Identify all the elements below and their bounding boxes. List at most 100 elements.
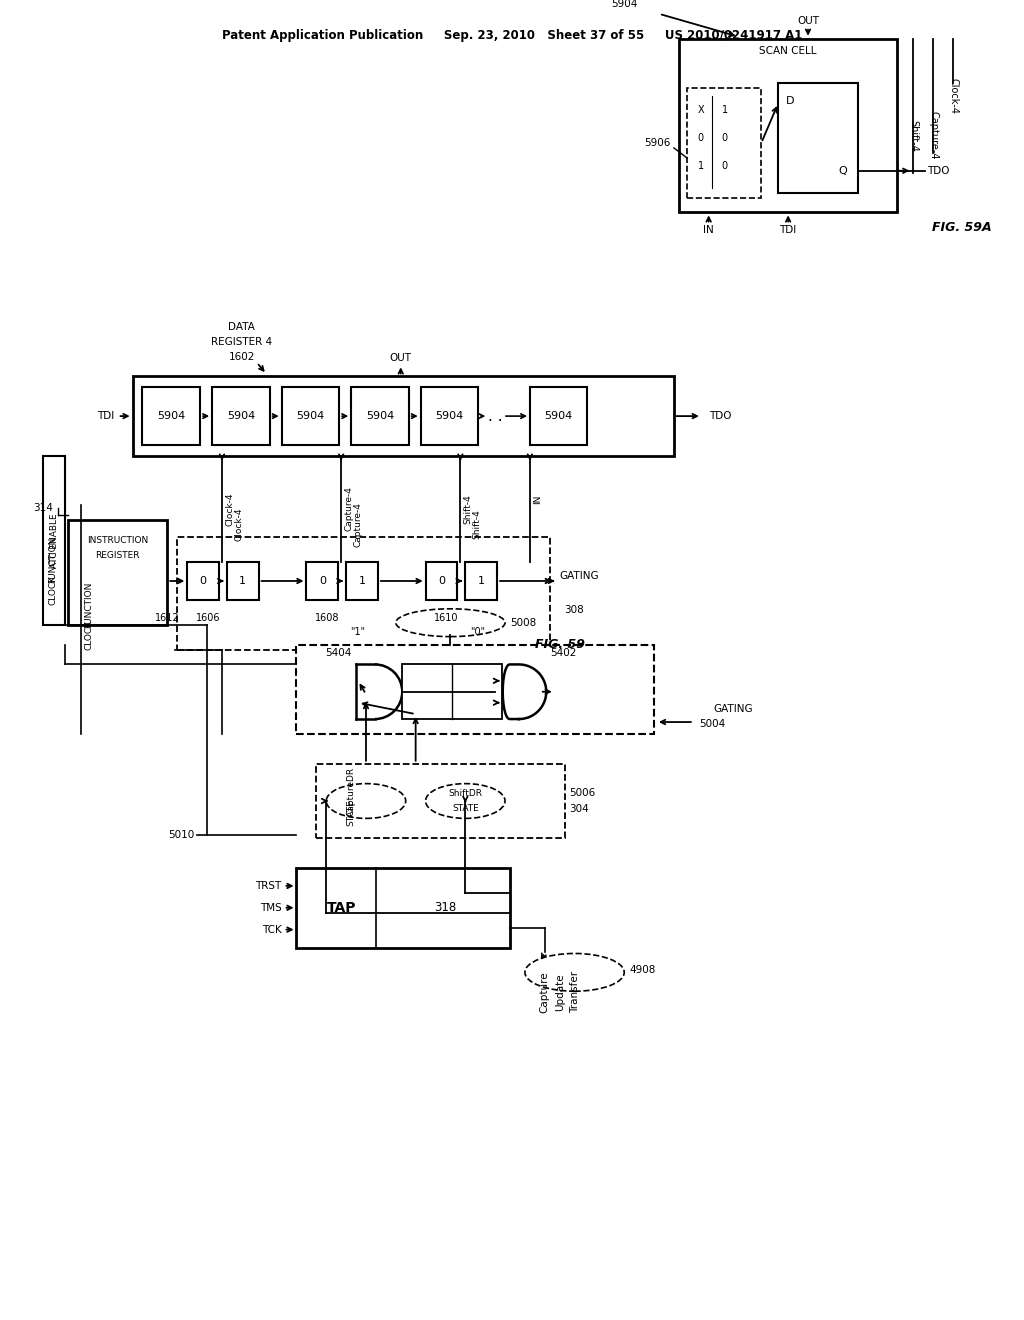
Text: STATE: STATE: [346, 800, 355, 826]
Ellipse shape: [426, 784, 505, 818]
Text: FIG. 59A: FIG. 59A: [932, 220, 992, 234]
Text: 5904: 5904: [226, 411, 255, 421]
Text: TDI: TDI: [779, 226, 797, 235]
Text: "0": "0": [470, 627, 484, 636]
Text: 5904: 5904: [366, 411, 394, 421]
Bar: [227, 562, 259, 599]
Text: Capture-4: Capture-4: [928, 111, 938, 160]
Bar: [421, 387, 478, 445]
Text: IN: IN: [703, 226, 714, 235]
Text: STATE: STATE: [452, 804, 478, 813]
Ellipse shape: [327, 784, 406, 818]
Ellipse shape: [525, 953, 625, 991]
Text: OUT: OUT: [390, 354, 412, 363]
Bar: [465, 562, 497, 599]
Text: CaptureDR: CaptureDR: [346, 767, 355, 816]
Text: GATING: GATING: [714, 704, 754, 714]
Text: 1606: 1606: [196, 612, 220, 623]
Bar: [402, 664, 502, 719]
Text: 314: 314: [33, 503, 53, 513]
Text: 1602: 1602: [228, 351, 255, 362]
Ellipse shape: [396, 609, 505, 636]
Text: 1: 1: [358, 576, 366, 586]
Text: 1: 1: [722, 106, 728, 115]
Text: 0: 0: [722, 161, 728, 170]
Text: 5404: 5404: [325, 648, 351, 657]
Bar: [212, 387, 269, 445]
Text: ShiftDR: ShiftDR: [449, 788, 482, 797]
Text: 0: 0: [318, 576, 326, 586]
Text: 5904: 5904: [435, 411, 464, 421]
Text: 5004: 5004: [698, 719, 725, 729]
Text: 1: 1: [697, 161, 703, 170]
Text: Patent Application Publication     Sep. 23, 2010   Sheet 37 of 55     US 2010/02: Patent Application Publication Sep. 23, …: [222, 29, 802, 42]
Text: 0: 0: [697, 133, 703, 143]
Text: Capture-4: Capture-4: [345, 487, 353, 532]
Text: DATA: DATA: [228, 322, 255, 331]
Text: FIG. 59: FIG. 59: [535, 638, 585, 651]
Text: 5008: 5008: [510, 618, 537, 628]
Bar: [426, 562, 458, 599]
Text: 0: 0: [438, 576, 445, 586]
Text: X: X: [697, 106, 705, 115]
Bar: [43, 455, 65, 624]
Text: 318: 318: [434, 902, 457, 915]
Bar: [306, 562, 338, 599]
Text: Shift-4: Shift-4: [908, 120, 919, 152]
Text: CLOCK: CLOCK: [48, 576, 57, 605]
Bar: [132, 376, 674, 455]
Text: REGISTER 4: REGISTER 4: [211, 337, 272, 347]
Text: 1612: 1612: [155, 612, 179, 623]
Bar: [529, 387, 588, 445]
Text: 304: 304: [569, 804, 590, 814]
Text: 5904: 5904: [545, 411, 572, 421]
Text: FUNCTION: FUNCTION: [48, 537, 57, 583]
Text: TDI: TDI: [97, 411, 115, 421]
Text: 308: 308: [564, 605, 585, 615]
Text: SCAN CELL: SCAN CELL: [760, 46, 817, 55]
Bar: [297, 869, 510, 948]
Text: Clock-4: Clock-4: [234, 508, 244, 541]
Bar: [316, 764, 564, 838]
Text: "1": "1": [350, 627, 366, 636]
Bar: [351, 387, 409, 445]
Text: TDO: TDO: [927, 166, 949, 176]
Text: 1610: 1610: [434, 612, 459, 623]
Bar: [679, 38, 897, 213]
Text: TMS: TMS: [260, 903, 282, 913]
Bar: [778, 83, 858, 193]
Bar: [68, 520, 167, 624]
Text: 5904: 5904: [157, 411, 185, 421]
Text: Clock-4: Clock-4: [948, 78, 958, 114]
Text: 4908: 4908: [629, 965, 655, 975]
Text: TRST: TRST: [255, 880, 282, 891]
Text: 5402: 5402: [550, 648, 577, 657]
Text: REGISTER: REGISTER: [95, 550, 140, 560]
Bar: [687, 88, 761, 198]
Bar: [187, 562, 219, 599]
Text: . .: . .: [487, 409, 503, 424]
Text: 1: 1: [240, 576, 247, 586]
Bar: [282, 387, 339, 445]
Text: 5906: 5906: [644, 139, 671, 148]
Text: Capture-4: Capture-4: [353, 502, 362, 546]
Text: 0: 0: [200, 576, 207, 586]
Text: TAP: TAP: [327, 900, 356, 915]
Text: 0: 0: [722, 133, 728, 143]
Bar: [346, 562, 378, 599]
Text: OUT: OUT: [797, 16, 819, 26]
Text: 5006: 5006: [569, 788, 596, 799]
Text: Transfer: Transfer: [569, 972, 580, 1014]
Text: Clock-4: Clock-4: [225, 492, 234, 525]
Text: 5904: 5904: [296, 411, 325, 421]
Text: GATING: GATING: [560, 572, 599, 581]
Text: Update: Update: [555, 973, 564, 1011]
Bar: [177, 537, 550, 649]
Text: ATC ENABLE: ATC ENABLE: [49, 513, 58, 568]
Bar: [297, 644, 654, 734]
Text: Q: Q: [839, 166, 847, 176]
Text: Shift-4: Shift-4: [473, 510, 481, 540]
Text: CLOCK: CLOCK: [84, 619, 93, 649]
Text: 5904: 5904: [611, 0, 637, 9]
Text: Capture: Capture: [540, 972, 550, 1012]
